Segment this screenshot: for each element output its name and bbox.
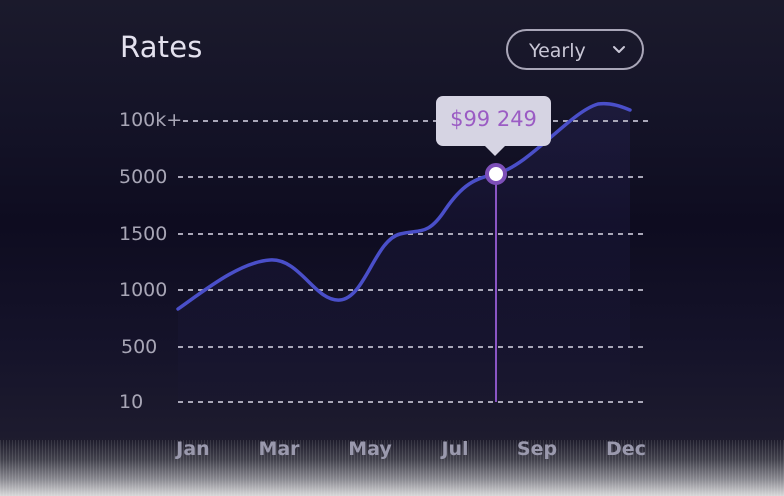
y-tick-label: 100k+: [119, 109, 183, 131]
y-tick-label: 1500: [119, 223, 168, 245]
y-tick-label: 500: [121, 336, 158, 358]
series-line: [176, 101, 632, 311]
value-tooltip: $99 249: [436, 96, 551, 146]
y-tick-label: 1000: [119, 279, 168, 301]
bottom-fade: [0, 440, 784, 496]
chevron-down-icon: [613, 46, 625, 53]
gridlines: [178, 120, 648, 403]
period-dropdown-label: Yearly: [529, 40, 586, 62]
area-fill: [178, 103, 630, 402]
card-title: Rates: [120, 30, 203, 64]
y-tick-label: 5000: [119, 166, 168, 188]
x-tick-label: Dec: [606, 438, 646, 460]
x-tick-label: Mar: [258, 438, 300, 460]
highlight-marker: [485, 163, 507, 185]
x-tick-label: Sep: [516, 438, 558, 460]
x-tick-label: Jul: [441, 438, 469, 460]
period-dropdown[interactable]: Yearly: [506, 29, 644, 70]
tooltip-pointer: [483, 144, 507, 156]
y-tick-label: 10: [119, 391, 144, 413]
x-tick-label: May: [348, 438, 392, 460]
x-tick-label: Jan: [176, 438, 210, 460]
tooltip-value: $99 249: [450, 107, 537, 131]
